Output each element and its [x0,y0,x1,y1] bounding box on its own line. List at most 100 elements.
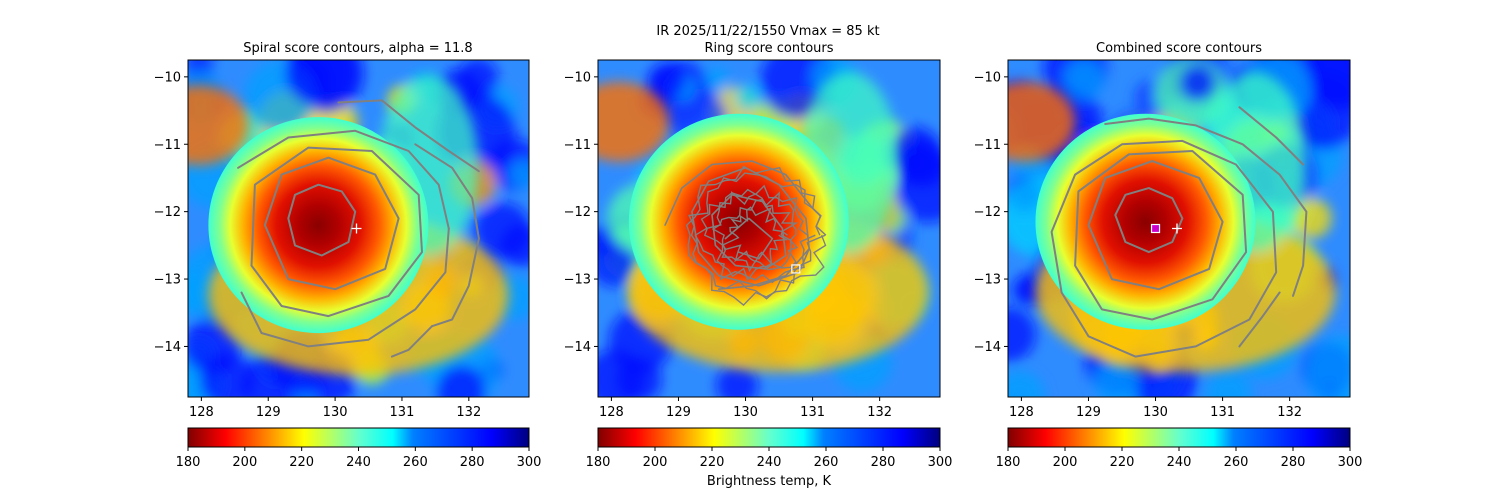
y-axis-ticks: −10 −11 −12 −13 −14 [154,70,188,355]
center-plus-marker [1171,223,1182,234]
x-tick-label: 132 [867,405,892,420]
colorbar-tick-label: 240 [346,455,371,470]
colorbar-tick-label: 220 [289,455,314,470]
y-axis-ticks: −10 −11 −12 −13 −14 [974,70,1008,355]
x-axis-ticks: 128 129 130 131 132 [1009,397,1302,420]
x-tick-label: 130 [323,405,348,420]
y-tick-label: −13 [974,273,1001,288]
contour-line [414,143,480,328]
y-tick-label: −10 [564,70,591,85]
y-tick-label: −11 [154,138,181,153]
y-tick-label: −13 [154,273,181,288]
center-square-marker [791,264,801,274]
colorbar-tick-label: 260 [814,455,839,470]
heatmap-cell [1290,197,1332,239]
contour-line [337,99,480,173]
contour-line [1238,106,1305,166]
y-tick-label: −14 [154,340,181,355]
heatmap-cell [1094,359,1140,397]
contour-line [722,206,789,266]
x-tick-label: 131 [1210,405,1235,420]
y-tick-label: −12 [564,205,591,220]
x-tick-label: 128 [1009,405,1034,420]
colorbar-tick-label: 200 [1053,455,1078,470]
contour-line [724,217,774,260]
contour-line [1087,160,1224,291]
storm-core [208,117,429,334]
heatmap-cell [598,240,637,287]
colorbar-gradient [187,427,530,448]
colorbar-tick-label: 220 [700,455,725,470]
y-tick-label: −12 [154,205,181,220]
contour-line [390,325,433,358]
colorbar-tick-label: 180 [586,455,611,470]
contour-line [1104,117,1308,297]
y-tick-label: −10 [154,70,181,85]
score-contours [1050,106,1308,358]
colorbar-gradient [597,427,941,448]
axes-frame [1007,59,1351,398]
colorbar-tick-label: 240 [757,455,782,470]
brightness-heatmap [188,60,529,397]
heatmap-cell [436,365,486,397]
heatmap-cell [1205,370,1253,397]
contour-line [237,129,450,230]
brightness-heatmap [598,60,940,397]
heatmap-cell [1008,370,1046,397]
heatmap-cell [704,66,730,93]
contour-line [688,172,826,300]
contour-line [703,190,799,282]
colorbar-tick-label: 280 [1281,455,1306,470]
colorbar-tick-label: 300 [1338,455,1363,470]
contour-line [1238,291,1281,348]
colorbar: 180 200 220 240 260 280 300 [586,427,953,470]
y-tick-label: −13 [564,273,591,288]
heatmap-cell [716,364,759,397]
score-contours [237,99,480,358]
figure-suptitle: IR 2025/11/22/1550 Vmax = 85 kt [656,24,879,39]
heatmap-band [598,81,669,162]
heatmap-cell [1304,335,1350,397]
colorbar-tick-label: 300 [928,455,953,470]
x-tick-label: 131 [390,405,415,420]
contour-line [694,184,816,284]
center-plus-marker [351,223,362,234]
heatmap-cell [286,60,357,108]
y-tick-label: −14 [564,340,591,355]
x-tick-label: 131 [800,405,825,420]
colorbar-tick-label: 280 [871,455,896,470]
panel-title: Spiral score contours, alpha = 11.8 [243,41,472,56]
colorbar-label: Brightness temp, K [707,474,832,489]
contour-line [287,183,357,257]
x-axis-ticks: 128 129 130 131 132 [599,397,892,420]
contour-line [1074,150,1248,321]
x-tick-label: 128 [599,405,624,420]
storm-core [1035,113,1256,330]
colorbar-tick-label: 280 [460,455,485,470]
heatmap-cell [895,141,925,171]
x-tick-label: 130 [733,405,758,420]
x-tick-label: 132 [1277,405,1302,420]
panel-title: Ring score contours [704,41,833,56]
colorbar-tick-label: 200 [643,455,668,470]
colorbar-tick-label: 220 [1110,455,1135,470]
heatmap-cell [1064,60,1104,100]
heatmap-band [188,85,249,166]
colorbar-tick-label: 180 [996,455,1021,470]
x-tick-label: 129 [256,405,281,420]
y-tick-label: −11 [974,138,1001,153]
y-axis-ticks: −10 −11 −12 −13 −14 [564,70,598,355]
x-tick-label: 128 [189,405,214,420]
colorbar: 180 200 220 240 260 280 300 [176,427,541,470]
heatmap-cell [1008,307,1036,362]
x-tick-label: 129 [1076,405,1101,420]
x-tick-label: 132 [456,405,481,420]
x-tick-label: 129 [666,405,691,420]
contour-line [263,156,400,291]
contour-line [250,146,423,318]
axes-frame [187,59,530,398]
heatmap-cell [474,202,529,259]
heatmap-cell [1011,275,1042,306]
y-tick-label: −14 [974,340,1001,355]
